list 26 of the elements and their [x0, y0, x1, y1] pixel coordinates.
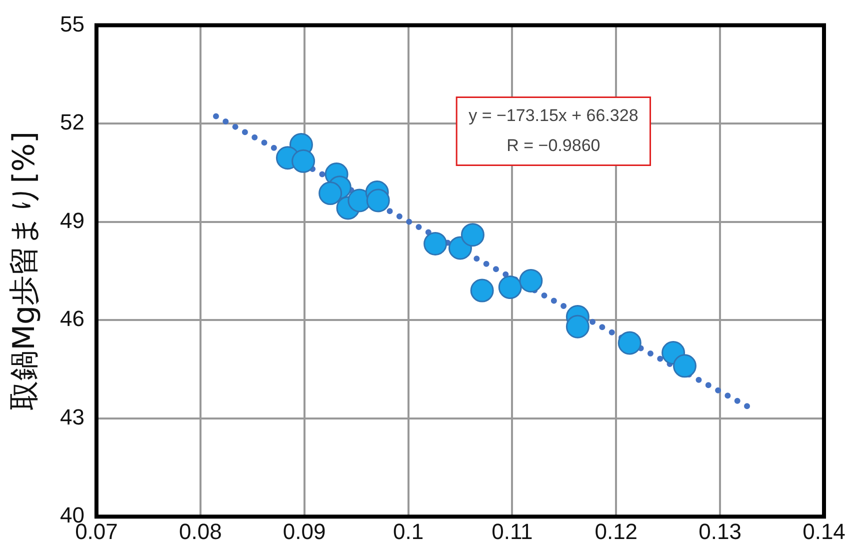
point [292, 149, 316, 173]
point [318, 182, 342, 206]
annotation: R = −0.9860 [506, 136, 600, 155]
y-tick-label: 49 [60, 208, 84, 233]
x-tick-label: 0.08 [178, 518, 222, 544]
y-tick-label: 46 [60, 306, 84, 332]
y-axis-title: 取鍋Mg歩留まり[%] [6, 131, 42, 410]
y-tick-label: 55 [60, 11, 84, 36]
x-tick-label: 0.11 [492, 518, 533, 544]
point [366, 188, 390, 212]
annotation: y = −173.15x + 66.328 [468, 106, 638, 125]
point [672, 354, 696, 378]
x-tick-label: 0.13 [698, 518, 742, 544]
point [470, 278, 494, 302]
x-tick-label: 0.14 [802, 518, 846, 544]
point [519, 268, 543, 292]
point [460, 223, 484, 247]
point [566, 314, 590, 338]
x-tick-label: 0.12 [594, 518, 638, 544]
y-tick-label: 43 [60, 404, 84, 430]
point [498, 276, 522, 300]
x-tick-label: 0.09 [282, 518, 326, 544]
y-tick-label: 52 [60, 110, 84, 135]
point [618, 331, 642, 355]
x-tick-label: 0.1 [392, 518, 424, 544]
point [424, 232, 448, 256]
